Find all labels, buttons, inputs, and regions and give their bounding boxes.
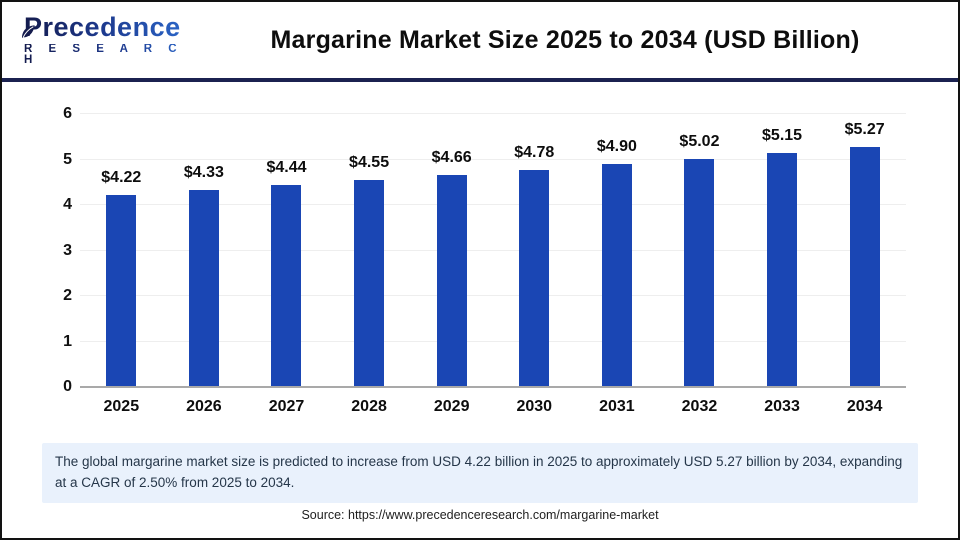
bar-2031 — [601, 164, 632, 387]
summary-note: The global margarine market size is pred… — [42, 443, 918, 503]
bar-cell: $4.90 — [576, 114, 659, 387]
x-tick-label: 2026 — [186, 398, 222, 415]
plot-area: $4.22 $4.33 $4.44 $4.55 $4.66 $4.78 $4.90 $5.02… — [80, 113, 906, 388]
gridline — [80, 249, 906, 251]
bar-cell: $4.44 — [245, 114, 328, 387]
gridline — [80, 204, 906, 205]
bar-value-label: $4.44 — [266, 158, 307, 176]
x-tick-label: 2027 — [268, 398, 305, 415]
bar-2027 — [271, 184, 302, 387]
bar-cell: $5.15 — [741, 114, 824, 387]
logo-wordmark: Precedence — [24, 13, 202, 41]
x-tick-label: 2025 — [103, 398, 140, 415]
bar-value-label: $4.66 — [431, 148, 472, 166]
bar-2032 — [684, 158, 715, 387]
x-tick-label: 2031 — [599, 398, 635, 415]
y-tick-label: 4 — [63, 196, 72, 214]
x-axis-labels: 2025 2026 2027 2028 2029 2030 2031 2032 2033 2034 — [80, 398, 906, 416]
bar-2028 — [354, 179, 385, 387]
bar-series: $4.22 $4.33 $4.44 $4.55 $4.66 $4.78 $4.90 $5.02… — [80, 114, 906, 387]
x-tick-label: 2032 — [681, 398, 718, 415]
x-tick-label: 2030 — [516, 398, 553, 415]
x-tick-label: 2028 — [351, 398, 387, 415]
bar-value-label: $4.90 — [596, 138, 637, 156]
x-tick-label: 2034 — [846, 398, 883, 415]
bar-cell: $4.78 — [493, 114, 576, 387]
bar-2026 — [188, 190, 219, 387]
y-tick-label: 2 — [63, 287, 72, 305]
bar-value-label: $4.22 — [101, 169, 142, 186]
bar-value-label: $4.55 — [349, 153, 390, 171]
y-tick-label: 3 — [63, 241, 72, 259]
bar-value-label: $4.78 — [514, 143, 555, 161]
bar-value-label: $5.02 — [679, 132, 720, 150]
gridline — [80, 340, 906, 342]
bar-2034 — [849, 147, 880, 387]
bar-value-label: $4.33 — [183, 164, 224, 181]
logo-leaf-icon — [22, 24, 35, 38]
x-tick-label: 2033 — [764, 398, 800, 415]
source-text: Source: https://www.precedenceresearch.c… — [301, 508, 659, 522]
logo-subtitle: R E S E A R C H — [24, 43, 202, 67]
x-axis-line — [80, 386, 906, 388]
bar-value-label: $5.15 — [762, 126, 803, 144]
chart-title: Margarine Market Size 2025 to 2034 (USD … — [270, 25, 860, 54]
gridline — [80, 113, 906, 114]
bar-cell: $4.33 — [163, 114, 246, 387]
gridline — [80, 158, 906, 160]
bar-cell: $5.27 — [823, 114, 906, 387]
brand-logo: Precedence R E S E A R C H — [2, 13, 202, 67]
bar-cell: $4.55 — [328, 114, 411, 387]
bar-cell: $4.66 — [410, 114, 493, 387]
y-axis-labels: 0 1 2 3 4 5 6 — [42, 105, 72, 395]
bar-value-label: $5.27 — [844, 121, 885, 139]
bar-cell: $4.22 — [80, 114, 163, 387]
y-tick-label: 1 — [63, 332, 72, 350]
header: Precedence R E S E A R C H Margarine Mar… — [2, 2, 958, 82]
y-tick-label: 6 — [63, 105, 72, 122]
y-tick-label: 0 — [63, 378, 72, 395]
bar-2029 — [436, 174, 467, 387]
gridline — [80, 295, 906, 296]
bar-cell: $5.02 — [658, 114, 741, 387]
bar-2025 — [106, 195, 137, 387]
x-tick-label: 2029 — [433, 398, 470, 415]
y-tick-label: 5 — [63, 150, 72, 168]
bar-2033 — [767, 152, 798, 387]
bar-2030 — [519, 169, 550, 387]
